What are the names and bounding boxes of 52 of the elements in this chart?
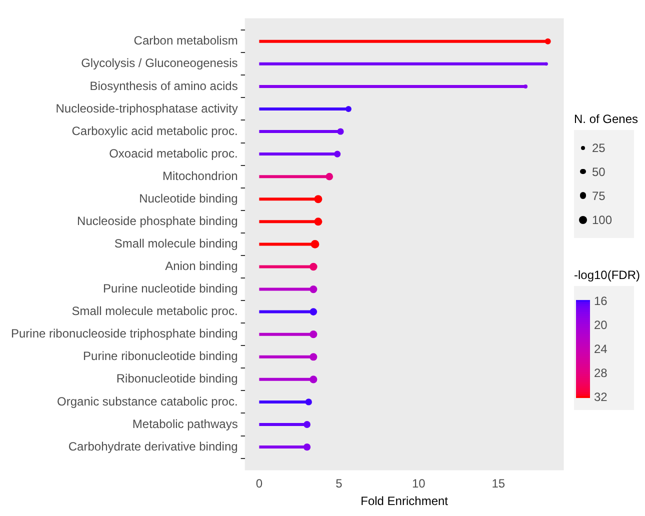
point: [303, 443, 311, 451]
y-tick-label: Nucleoside phosphate binding: [77, 214, 238, 228]
color-bar-title: -log10(FDR): [574, 268, 640, 282]
point: [314, 218, 322, 226]
x-tick-label: 0: [256, 476, 263, 491]
point: [310, 308, 318, 316]
legend-label: 25: [592, 140, 606, 154]
point: [304, 421, 310, 428]
y-tick-label: Oxoacid metabolic proc.: [109, 146, 238, 160]
color-bar-label: 28: [594, 366, 608, 380]
color-bar-label: 24: [594, 342, 608, 356]
y-tick-label: Glycolysis / Gluconeogenesis: [81, 56, 238, 70]
y-tick-label: Metabolic pathways: [132, 416, 238, 431]
point: [310, 240, 320, 248]
y-tick-label: Nucleotide binding: [139, 191, 238, 206]
legend-label: 50: [592, 164, 606, 178]
y-tick-label: Carboxylic acid metabolic proc.: [72, 124, 238, 138]
y-tick-label: Purine nucleotide binding: [103, 282, 238, 296]
y-tick-label: Biosynthesis of amino acids: [90, 78, 238, 93]
color-bar-label: 32: [594, 390, 608, 404]
x-axis-title: Fold Enrichment: [360, 494, 449, 508]
point: [314, 195, 322, 204]
y-tick-label: Carbon metabolism: [134, 34, 238, 48]
legend-label: 75: [592, 188, 606, 202]
x-tick-label: 10: [412, 476, 426, 491]
y-tick-label: Small molecule metabolic proc.: [72, 304, 238, 318]
y-tick-label: Organic substance catabolic proc.: [57, 394, 238, 408]
x-tick-label: 15: [492, 476, 506, 491]
y-tick-label: Ribonucleotide binding: [116, 372, 238, 386]
point: [305, 398, 312, 406]
y-tick-label: Small molecule binding: [114, 236, 238, 251]
color-bar-label: 20: [594, 318, 608, 332]
point: [310, 376, 318, 384]
point: [310, 330, 318, 338]
y-tick-label: Nucleoside-triphosphatase activity: [56, 101, 238, 116]
color-bar-label: 16: [594, 294, 608, 308]
point: [544, 38, 551, 44]
point: [310, 353, 318, 361]
point: [310, 285, 318, 294]
y-tick-label: Purine ribonucleotide binding: [83, 349, 238, 364]
legend-label: 100: [592, 212, 612, 226]
y-tick-label: Carbohydrate derivative binding: [68, 439, 238, 454]
point: [334, 150, 341, 158]
legend-title: N. of Genes: [574, 112, 640, 126]
y-tick-label: Anion binding: [165, 259, 238, 274]
y-tick-label: Mitochondrion: [162, 168, 238, 183]
y-tick-label: Purine ribonucleoside triphosphate binding: [10, 326, 238, 341]
point: [326, 172, 334, 180]
x-tick-label: 5: [336, 476, 343, 491]
point: [310, 262, 318, 271]
point: [337, 128, 344, 135]
point: [346, 106, 352, 112]
